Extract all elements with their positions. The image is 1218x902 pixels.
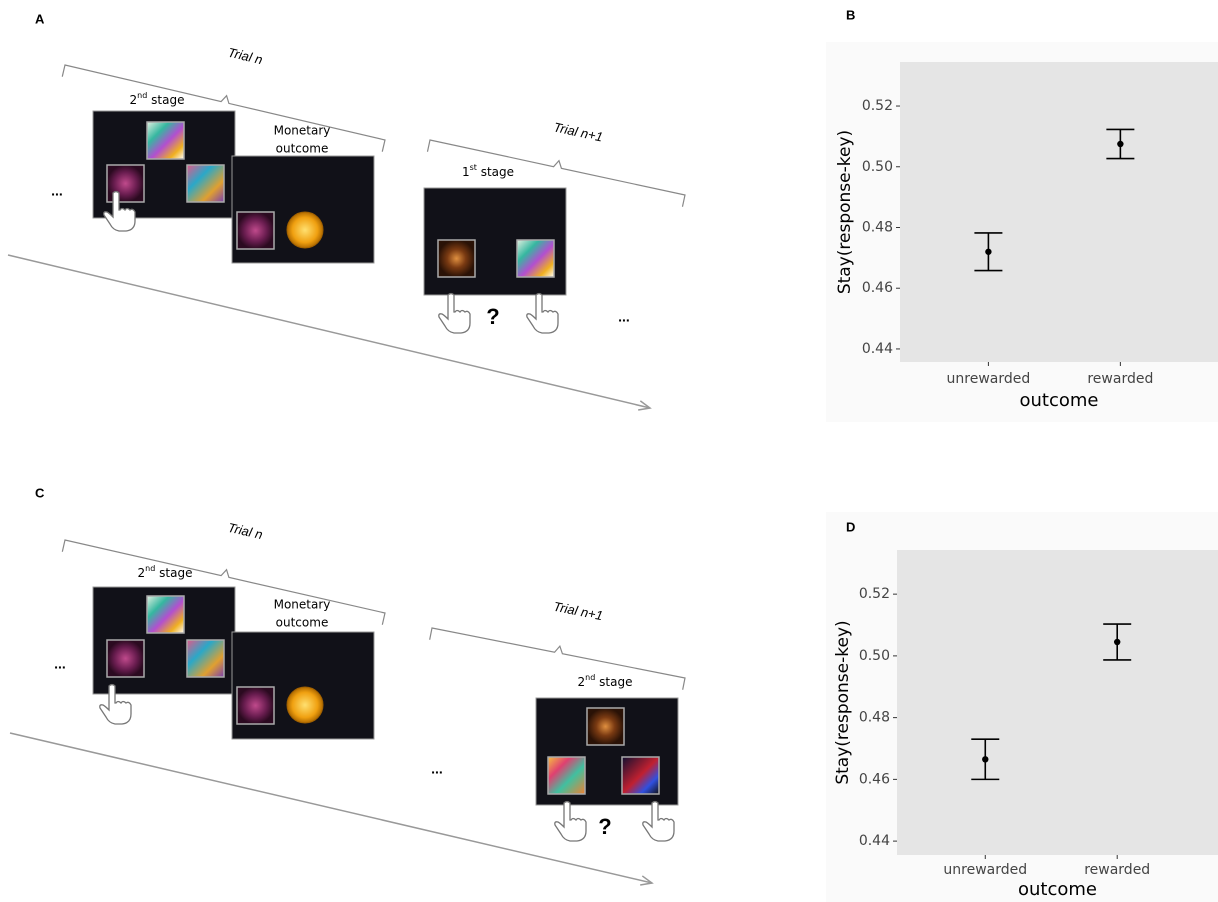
y-tick-label: 0.50 <box>859 648 890 664</box>
y-tick-label: 0.46 <box>862 280 893 296</box>
stimulus <box>186 164 225 203</box>
panel-label: C <box>35 485 45 500</box>
question-mark: ? <box>598 814 611 839</box>
stimulus <box>621 756 660 795</box>
trial-label: Trial n <box>226 520 264 542</box>
y-tick-label: 0.44 <box>859 833 890 849</box>
point <box>1117 140 1124 148</box>
brace <box>429 627 686 690</box>
stage-word: stage <box>147 93 184 107</box>
y-axis-label: Stay(response-key) <box>833 620 853 784</box>
stimulus <box>586 707 625 746</box>
stimulus <box>236 686 275 725</box>
trial-label: Trial n <box>226 45 264 68</box>
task-diagram: A Trial n Trial n+1... 2nd stage Monetary out… <box>7 11 686 411</box>
stage-number: 2 <box>578 675 586 689</box>
outcome-label: outcome <box>276 142 329 156</box>
arrow-head <box>640 875 654 886</box>
x-tick-label: unrewarded <box>947 371 1031 387</box>
panel-label: B <box>846 7 855 22</box>
stage-number: 1 <box>462 165 470 179</box>
point <box>1114 638 1121 646</box>
y-tick-label: 0.52 <box>862 98 893 114</box>
x-tick-label: rewarded <box>1084 862 1150 878</box>
question-mark: ? <box>486 304 499 329</box>
time-arrow <box>7 254 651 409</box>
outcome-label: Monetary <box>274 124 331 138</box>
outcome-label: outcome <box>276 616 329 630</box>
x-tick-label: rewarded <box>1087 371 1153 387</box>
stage-superscript: nd <box>137 91 147 100</box>
panel-label: A <box>35 11 45 26</box>
panel-label: D <box>846 519 855 534</box>
stage-label: 2nd stage <box>138 564 193 580</box>
brace <box>61 64 386 152</box>
point <box>982 756 989 763</box>
time-arrow <box>9 732 653 884</box>
hand-icon <box>642 800 675 842</box>
hand-icon <box>526 292 559 334</box>
y-tick-label: 0.48 <box>862 219 893 235</box>
stage-word: stage <box>477 165 514 179</box>
y-tick-label: 0.46 <box>859 771 890 787</box>
outcome-label: Monetary <box>274 598 331 612</box>
stimulus <box>437 239 476 278</box>
coin <box>286 686 324 724</box>
trial-label: Trial n+1 <box>552 119 604 144</box>
hand-icon <box>438 292 471 334</box>
trial-label: Trial n+1 <box>552 599 604 623</box>
arrow-head <box>638 400 652 411</box>
stage-word: stage <box>155 566 192 580</box>
ellipsis: ... <box>51 183 63 199</box>
ellipsis: ... <box>431 761 443 777</box>
x-axis-label: outcome <box>1020 390 1099 411</box>
stimulus <box>236 211 275 250</box>
brace <box>61 539 386 625</box>
y-tick-label: 0.48 <box>859 710 890 726</box>
stage-superscript: nd <box>145 564 155 573</box>
y-axis-label: Stay(response-key) <box>835 130 855 294</box>
stage-label: 1st stage <box>462 163 514 179</box>
ellipsis: ... <box>54 656 66 672</box>
coin <box>286 211 324 249</box>
hand-icon <box>554 800 587 842</box>
stimulus <box>146 121 185 160</box>
plot-area <box>900 62 1218 362</box>
stage-number: 2 <box>130 93 138 107</box>
y-tick-label: 0.50 <box>862 159 893 175</box>
stimulus <box>146 595 185 634</box>
stage-label: 2nd stage <box>130 91 185 107</box>
x-tick-label: unrewarded <box>943 862 1027 878</box>
plot-area <box>897 550 1218 855</box>
point <box>985 248 992 255</box>
stage-label: 2nd stage <box>578 673 633 689</box>
stage-superscript: nd <box>585 673 595 682</box>
stimulus <box>516 239 555 278</box>
stage-word: stage <box>595 675 632 689</box>
x-axis-label: outcome <box>1018 879 1097 900</box>
stimulus <box>186 639 225 678</box>
brace <box>426 139 686 207</box>
stage-number: 2 <box>138 566 146 580</box>
stimulus <box>106 639 145 678</box>
y-tick-label: 0.44 <box>862 341 893 357</box>
ellipsis: ... <box>618 309 630 325</box>
y-tick-label: 0.52 <box>859 586 890 602</box>
stimulus <box>547 756 586 795</box>
stage-superscript: st <box>470 163 477 172</box>
